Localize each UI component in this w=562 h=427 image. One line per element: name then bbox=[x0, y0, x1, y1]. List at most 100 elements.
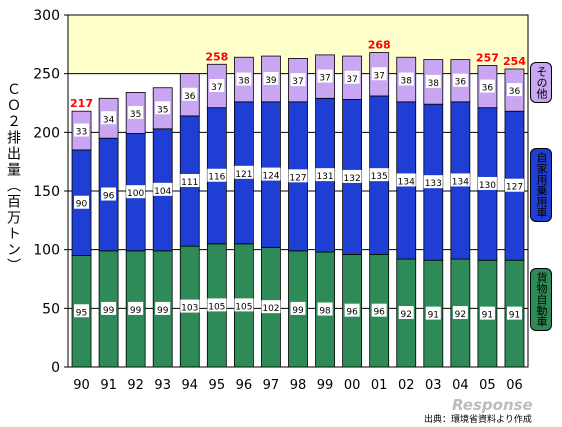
data-label-box bbox=[101, 301, 117, 315]
data-label-box bbox=[155, 301, 171, 315]
data-label: 37 bbox=[373, 71, 384, 81]
data-label-box bbox=[290, 73, 306, 87]
data-label: 90 bbox=[76, 200, 88, 210]
data-label: 34 bbox=[103, 115, 115, 125]
x-tick-label: 00 bbox=[344, 378, 361, 393]
data-label: 37 bbox=[346, 75, 357, 85]
x-tick-label: 91 bbox=[100, 378, 117, 393]
data-label: 91 bbox=[509, 311, 520, 321]
data-label-box bbox=[101, 187, 117, 201]
data-label: 111 bbox=[181, 178, 198, 188]
data-label-box bbox=[398, 306, 414, 320]
data-label: 39 bbox=[265, 76, 277, 86]
data-label: 100 bbox=[127, 189, 144, 199]
data-label-box bbox=[180, 299, 200, 313]
data-label-box bbox=[128, 301, 144, 315]
data-label-box bbox=[477, 176, 497, 190]
data-label-box bbox=[344, 303, 360, 317]
data-label: 37 bbox=[319, 74, 330, 84]
data-label-box bbox=[506, 306, 522, 320]
data-label-box bbox=[128, 105, 144, 119]
data-label-box bbox=[180, 174, 200, 188]
data-label: 35 bbox=[130, 110, 141, 120]
x-tick-label: 03 bbox=[425, 378, 442, 393]
data-label-box bbox=[452, 73, 468, 87]
data-label-box bbox=[371, 303, 387, 317]
y-tick-label: 300 bbox=[33, 8, 60, 24]
x-tick-label: 94 bbox=[181, 378, 198, 393]
y-tick-label: 100 bbox=[33, 243, 60, 259]
y-tick-label: 250 bbox=[33, 67, 60, 83]
data-label: 98 bbox=[319, 307, 331, 317]
x-tick-label: 05 bbox=[479, 378, 496, 393]
data-label-box bbox=[234, 298, 254, 312]
data-label: 37 bbox=[211, 83, 222, 93]
total-label: 217 bbox=[70, 97, 93, 110]
data-label-box bbox=[344, 70, 360, 84]
x-tick-label: 02 bbox=[398, 378, 415, 393]
data-label: 133 bbox=[425, 179, 442, 189]
data-label: 96 bbox=[373, 308, 385, 318]
data-label-box bbox=[101, 111, 117, 125]
data-label-box bbox=[425, 306, 441, 320]
data-label-box bbox=[155, 101, 171, 115]
data-label: 36 bbox=[509, 87, 521, 97]
data-label: 99 bbox=[130, 306, 142, 316]
data-label-box bbox=[315, 168, 335, 182]
data-label-box bbox=[209, 78, 225, 92]
x-tick-label: 01 bbox=[371, 378, 388, 393]
data-label: 130 bbox=[479, 181, 496, 191]
x-tick-label: 97 bbox=[263, 378, 280, 393]
x-tick-label: 90 bbox=[73, 378, 90, 393]
data-label: 105 bbox=[235, 302, 252, 312]
data-label-box bbox=[450, 173, 470, 187]
data-label: 92 bbox=[455, 310, 466, 320]
legend-label-freight-truck: 貨物自動車 bbox=[530, 268, 552, 331]
data-label: 96 bbox=[346, 308, 358, 318]
data-label: 131 bbox=[316, 172, 333, 182]
data-label-box bbox=[236, 72, 252, 86]
data-label: 127 bbox=[506, 183, 523, 193]
y-tick-label: 200 bbox=[33, 125, 60, 141]
watermark-logo: Response bbox=[452, 396, 533, 414]
data-label: 135 bbox=[371, 172, 388, 182]
data-label: 134 bbox=[452, 177, 469, 187]
legend-label-private-car: 自家用乗用車 bbox=[530, 148, 552, 222]
data-label: 105 bbox=[208, 302, 225, 312]
data-label: 37 bbox=[292, 77, 303, 87]
data-label: 99 bbox=[157, 306, 169, 316]
x-tick-label: 96 bbox=[236, 378, 253, 393]
data-label: 99 bbox=[103, 306, 115, 316]
data-label: 121 bbox=[235, 170, 252, 180]
x-tick-label: 95 bbox=[209, 378, 226, 393]
data-label: 91 bbox=[428, 311, 439, 321]
x-tick-label: 06 bbox=[506, 378, 523, 393]
data-label: 91 bbox=[482, 311, 493, 321]
data-label-box bbox=[398, 72, 414, 86]
data-label-box bbox=[261, 300, 281, 314]
x-tick-label: 98 bbox=[290, 378, 307, 393]
data-label-box bbox=[506, 83, 522, 97]
data-label-box bbox=[425, 74, 441, 88]
total-label: 258 bbox=[205, 50, 228, 63]
data-label-box bbox=[342, 169, 362, 183]
x-tick-label: 92 bbox=[127, 378, 144, 393]
data-label-box bbox=[290, 301, 306, 315]
data-label-box bbox=[317, 69, 333, 83]
y-axis-title: ＣＯ２排出量（百万トン） bbox=[5, 82, 21, 274]
data-label: 102 bbox=[262, 304, 279, 314]
data-label-box bbox=[263, 71, 279, 85]
data-label: 134 bbox=[398, 177, 415, 187]
data-label: 38 bbox=[401, 77, 413, 87]
data-label: 103 bbox=[181, 304, 198, 314]
data-label: 132 bbox=[344, 174, 361, 184]
x-tick-label: 93 bbox=[154, 378, 171, 393]
data-label-box bbox=[74, 195, 90, 209]
data-label: 92 bbox=[401, 310, 412, 320]
data-label-box bbox=[479, 79, 495, 93]
data-label: 38 bbox=[428, 79, 440, 89]
data-label: 36 bbox=[184, 92, 196, 102]
data-label-box bbox=[396, 173, 416, 187]
data-label-box bbox=[317, 302, 333, 316]
